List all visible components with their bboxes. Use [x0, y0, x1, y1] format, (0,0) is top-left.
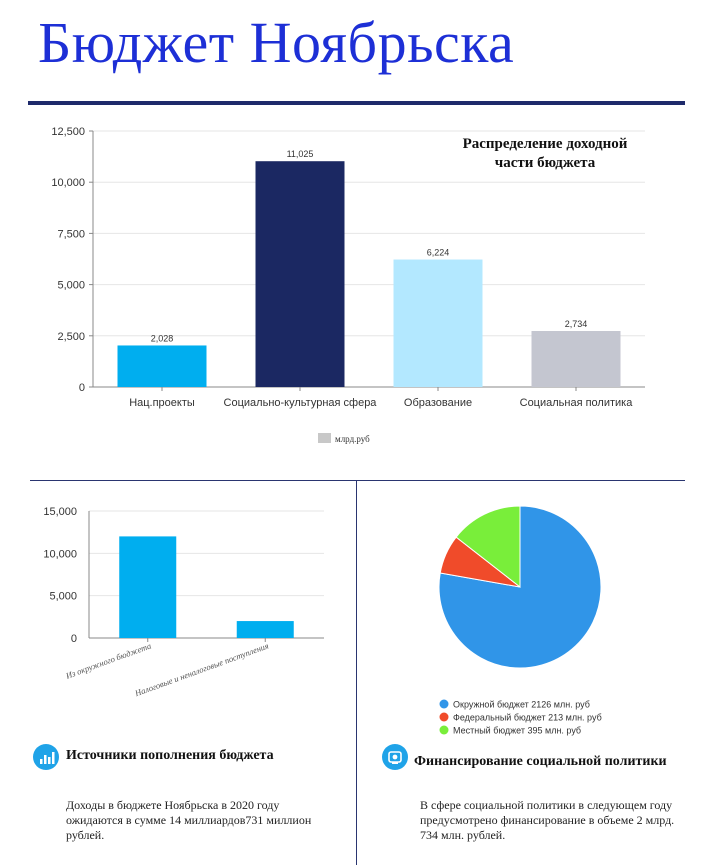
- revenue-distribution-chart: 0 2,500 5,000 7,500 10,000 12,500 2,028 Нац.про…: [51, 126, 645, 444]
- vertical-divider: [356, 481, 357, 865]
- y-tick-label: 0: [71, 633, 77, 645]
- chart-title: части бюджета: [495, 155, 596, 171]
- bar: [236, 621, 294, 638]
- data-label: 6,224: [427, 248, 450, 258]
- legend-label: Местный бюджет 395 млн. руб: [453, 726, 581, 736]
- bar: [119, 536, 177, 638]
- data-label: 2,734: [565, 319, 588, 329]
- legend-swatch: [318, 433, 331, 443]
- y-tick-label: 12,500: [51, 126, 85, 138]
- y-tick-label: 2,500: [57, 331, 85, 343]
- bar-chart-icon: [33, 744, 59, 770]
- bar: [255, 161, 345, 387]
- legend-swatch: [439, 712, 449, 722]
- pie-slice: [455, 505, 521, 589]
- data-label: 11,025: [287, 149, 314, 159]
- social-heading: Финансирование социальной политики: [414, 754, 667, 769]
- legend-label: млрд.руб: [335, 434, 370, 444]
- legend-label: Окружной бюджет 2126 млн. руб: [453, 700, 590, 710]
- social-policy-pie-chart: Окружной бюджет 2126 млн. руб Федеральный…: [438, 505, 602, 736]
- social-text: В сфере социальной политики в следующем …: [420, 798, 675, 842]
- middle-divider: [30, 480, 685, 481]
- legend-swatch: [439, 699, 449, 709]
- chart-title: Распределение доходной: [463, 136, 628, 152]
- y-tick-label: 15,000: [43, 506, 77, 518]
- top-divider: [28, 101, 685, 105]
- y-tick-label: 7,500: [57, 228, 85, 240]
- bar: [531, 331, 621, 387]
- legend-label: Федеральный бюджет 213 млн. руб: [453, 713, 602, 723]
- x-tick-label: Образование: [404, 397, 472, 409]
- piggy-bank-icon: [382, 744, 408, 770]
- legend-swatch: [439, 725, 449, 735]
- y-tick-label: 0: [79, 382, 85, 394]
- y-tick-label: 5,000: [57, 280, 85, 292]
- x-tick-label: Нац.проекты: [129, 397, 195, 409]
- y-tick-label: 10,000: [51, 177, 85, 189]
- data-label: 2,028: [151, 333, 174, 343]
- sources-text: Доходы в бюджете Ноябрьска в 2020 году о…: [66, 798, 312, 842]
- bar: [393, 259, 483, 387]
- y-tick-label: 5,000: [49, 591, 77, 603]
- bar: [117, 345, 207, 387]
- x-tick-label: Социальная политика: [520, 397, 634, 409]
- x-tick-label: Социально-культурная сфера: [224, 397, 378, 409]
- sources-heading: Источники пополнения бюджета: [66, 748, 274, 763]
- y-tick-label: 10,000: [43, 548, 77, 560]
- page-title: Бюджет Ноябрьска: [38, 10, 515, 75]
